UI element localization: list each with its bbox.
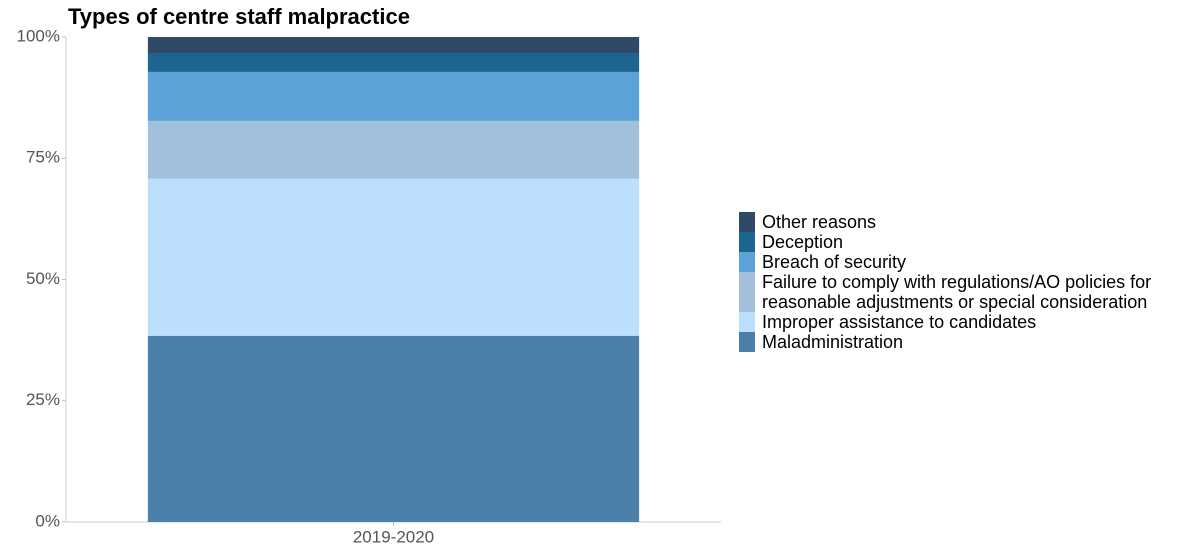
legend-swatch <box>739 332 755 352</box>
legend-item: Improper assistance to candidates <box>739 312 1194 332</box>
chart-title: Types of centre staff malpractice <box>68 4 410 29</box>
y-tick-label: 100% <box>17 26 60 45</box>
legend-label: Failure to comply with regulations/AO po… <box>762 272 1152 312</box>
legend-label: Breach of security <box>762 252 907 272</box>
bar-segment <box>147 53 640 72</box>
bar-segment <box>147 71 640 121</box>
x-tick-label: 2019-2020 <box>353 527 434 546</box>
legend-item: Other reasons <box>739 212 1194 232</box>
legend-label: Other reasons <box>762 212 877 232</box>
legend-swatch <box>739 312 755 332</box>
bar-segment <box>147 37 640 54</box>
bar-segment <box>147 178 640 336</box>
bar-segment <box>147 120 640 179</box>
legend: Other reasons Deception Breach of security… <box>739 212 1194 352</box>
legend-label: Deception <box>762 232 844 252</box>
legend-swatch <box>739 252 755 272</box>
y-tick-label: 50% <box>26 269 60 288</box>
legend-swatch <box>739 232 755 252</box>
y-tick-label: 75% <box>26 148 60 167</box>
legend-label: Improper assistance to candidates <box>762 312 1037 332</box>
legend-swatch <box>739 272 755 312</box>
legend-item: Failure to comply with regulations/AO po… <box>739 272 1194 312</box>
bar-segment <box>147 335 640 522</box>
y-tick-label: 25% <box>26 390 60 409</box>
legend-item: Deception <box>739 232 1194 252</box>
legend-swatch <box>739 212 755 232</box>
legend-item: Maladministration <box>739 332 1194 352</box>
y-tick-label: 0% <box>35 511 60 530</box>
legend-label: Maladministration <box>762 332 904 352</box>
legend-item: Breach of security <box>739 252 1194 272</box>
